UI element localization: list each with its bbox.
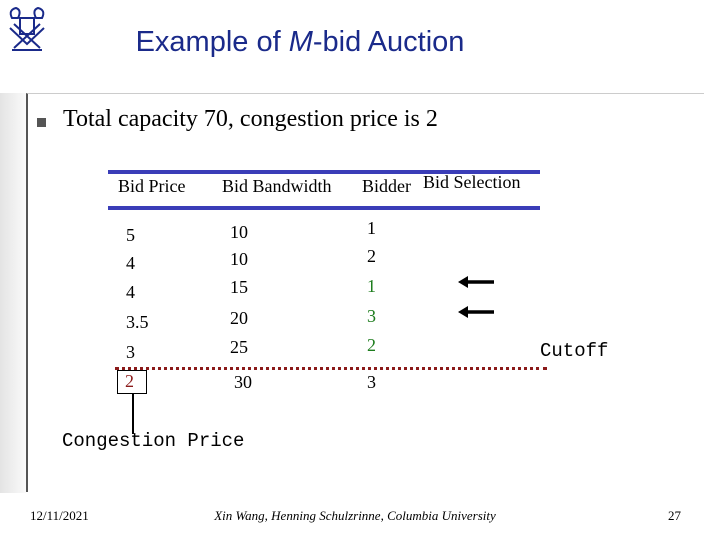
selection-arrows-icon	[458, 276, 494, 318]
row-4-price: 3.5	[126, 312, 149, 332]
row-6-bandwidth: 30	[234, 372, 252, 392]
row-6-bidder: 3	[367, 372, 376, 392]
row-3-bidder: 1	[367, 276, 376, 296]
row-5-bandwidth: 25	[230, 337, 248, 357]
university-logo-icon	[9, 6, 45, 51]
congestion-price-box	[117, 370, 147, 394]
row-6-price: 2	[125, 371, 134, 391]
header-bid-bandwidth: Bid Bandwidth	[222, 176, 332, 196]
row-5-price: 3	[126, 342, 135, 362]
row-2-bandwidth: 10	[230, 249, 248, 269]
header-bid-price: Bid Price	[118, 176, 186, 196]
header-bidder: Bidder	[362, 176, 411, 196]
row-2-price: 4	[126, 253, 135, 273]
footer-page-number: 27	[668, 508, 681, 523]
footer-date: 12/11/2021	[30, 508, 89, 523]
row-2-bidder: 2	[367, 246, 376, 266]
bullet-text: Total capacity 70, congestion price is 2	[63, 106, 438, 132]
congestion-price-label: Congestion Price	[62, 430, 245, 452]
cutoff-label: Cutoff	[540, 340, 609, 362]
row-1-bidder: 1	[367, 218, 376, 238]
row-4-bidder: 3	[367, 306, 376, 326]
row-4-bandwidth: 20	[230, 308, 248, 328]
row-1-bandwidth: 10	[230, 222, 248, 242]
footer-authors: Xin Wang, Henning Schulzrinne, Columbia …	[214, 508, 496, 523]
left-arrow-head-icon	[458, 276, 468, 288]
row-3-bandwidth: 15	[230, 277, 248, 297]
bullet-square-icon	[37, 118, 46, 127]
table-header-rule	[108, 206, 540, 210]
row-5-bidder: 2	[367, 335, 376, 355]
row-3-price: 4	[126, 282, 135, 302]
title-italic: M	[288, 26, 313, 58]
row-1-price: 5	[126, 225, 135, 245]
content-frame	[26, 93, 704, 492]
cutoff-dotted-line	[115, 367, 547, 370]
slide-title: Example of M-bid Auction	[0, 26, 600, 59]
table-top-rule	[108, 170, 540, 174]
header-bid-selection: Bid Selection	[423, 172, 521, 192]
title-suffix: -bid Auction	[312, 26, 465, 58]
congestion-pointer-line	[132, 394, 134, 434]
title-prefix: Example of	[135, 26, 289, 58]
frame-shadow	[0, 93, 26, 493]
